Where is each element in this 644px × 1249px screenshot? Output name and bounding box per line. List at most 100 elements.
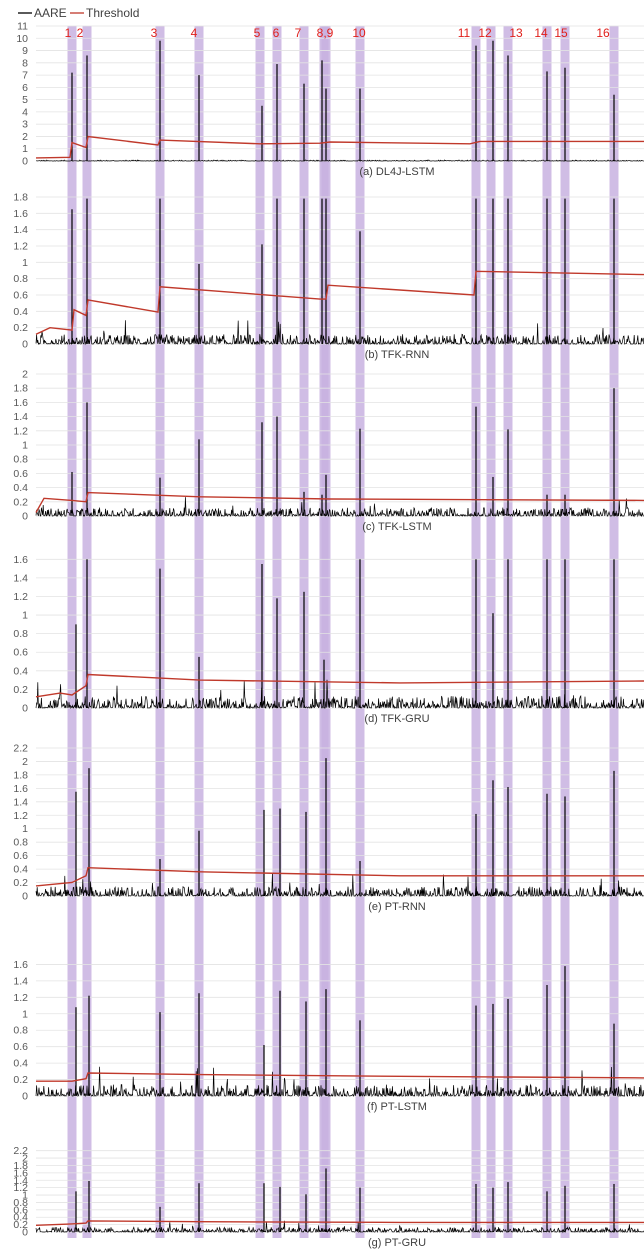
y-tick-label: 1.6 [13, 1167, 28, 1179]
aare-baseline [35, 497, 644, 518]
chart-panel-2: 0 0.2 0.4 0.6 0.8 1 1.2 1.4 1.6 1.8 2 (c) TFK-LSTM [13, 369, 644, 533]
anomaly-label: 10 [352, 26, 366, 40]
y-tick-label: 7 [22, 70, 28, 82]
y-tick-label: 0 [22, 1227, 28, 1239]
y-tick-label: 0 [22, 156, 28, 168]
y-tick-label: 0 [22, 891, 28, 903]
y-tick-label: 4 [22, 106, 28, 118]
y-tick-label: 3 [22, 119, 28, 131]
y-tick-label: 10 [16, 33, 28, 45]
y-tick-label: 0.6 [13, 468, 28, 480]
y-tick-label: 1.2 [13, 425, 28, 437]
y-tick-label: 1.2 [13, 810, 28, 822]
y-tick-label: 2.2 [13, 743, 28, 755]
y-tick-label: 1.2 [13, 241, 28, 253]
y-tick-label: 1.6 [13, 959, 28, 971]
aare-baseline [35, 1220, 644, 1234]
y-tick-label: 1.8 [13, 769, 28, 781]
threshold-line [35, 491, 644, 513]
y-tick-label: 11 [17, 21, 28, 33]
y-tick-label: 1.6 [13, 783, 28, 795]
y-tick-label: 1 [22, 440, 28, 452]
panel-caption: (g) PT-GRU [368, 1237, 426, 1249]
panel-caption: (e) PT-RNN [368, 901, 426, 913]
y-tick-label: 8 [22, 57, 28, 69]
y-tick-label: 2 [22, 369, 28, 381]
y-tick-label: 0.4 [13, 1212, 28, 1224]
anomaly-label: 12 [478, 26, 492, 40]
y-tick-label: 0.2 [13, 877, 28, 889]
anomaly-label: 8,9 [317, 26, 334, 40]
anomaly-label: 11 [458, 26, 471, 40]
aare-baseline [36, 159, 644, 162]
anomaly-bands [67, 26, 619, 1238]
threshold-line [35, 866, 644, 887]
aare-baseline [35, 873, 644, 898]
panel-caption: (a) DL4J-LSTM [359, 166, 434, 178]
chart-panel-4: 0 0.20.4 0.60.8 11.2 1.41.6 1.822.2 (e) PT-RNN [13, 743, 644, 913]
anomaly-label: 16 [596, 26, 610, 40]
y-tick-label: 1.6 [13, 397, 28, 409]
threshold-line [35, 1220, 644, 1226]
y-tick-label: 0.6 [13, 647, 28, 659]
y-tick-label: 1.4 [13, 224, 28, 236]
y-tick-label: 1.8 [13, 192, 28, 204]
panel-caption: (b) TFK-RNN [365, 349, 430, 361]
threshold-line [35, 135, 644, 159]
y-tick-label: 0.4 [13, 1058, 28, 1070]
chart-panel-6: 00.20.40.60.811.21.41.61.822.2 (g) PT-GRU [13, 1145, 644, 1249]
y-tick-label: 0.4 [13, 665, 28, 677]
y-tick-label: 0 [22, 339, 28, 351]
legend-aare-label: AARE [34, 6, 67, 20]
y-tick-label: 0.2 [13, 684, 28, 696]
y-tick-label: 0.8 [13, 628, 28, 640]
anomaly-label: 3 [151, 26, 158, 40]
y-tick-label: 0.8 [13, 837, 28, 849]
chart-panel-3: 0 0.2 0.4 0.6 0.8 1 1.2 1.4 1.6 (d) TFK-GRU [13, 554, 644, 725]
y-tick-label: 2 [22, 1153, 28, 1165]
anomaly-label: 14 [534, 26, 548, 40]
y-tick-label: 1 [22, 823, 28, 835]
threshold-line [35, 270, 644, 335]
y-tick-label: 0 [22, 703, 28, 715]
y-tick-label: 0.2 [13, 322, 28, 334]
anomaly-label: 7 [295, 26, 302, 40]
y-tick-label: 2 [22, 756, 28, 768]
y-tick-label: 1.4 [13, 572, 28, 584]
y-tick-label: 1.8 [13, 383, 28, 395]
legend: AARE Threshold [18, 6, 139, 20]
y-tick-label: 0.2 [13, 1074, 28, 1086]
y-tick-label: 1.2 [13, 1182, 28, 1194]
anomaly-label: 4 [191, 26, 198, 40]
y-tick-label: 1.4 [13, 411, 28, 423]
y-tick-label: 0.8 [13, 1197, 28, 1209]
y-tick-label: 1.6 [13, 554, 28, 566]
y-tick-label: 2 [22, 131, 28, 143]
y-tick-label: 0.6 [13, 850, 28, 862]
anomaly-band-4 [194, 26, 204, 1238]
panel-caption: (c) TFK-LSTM [362, 521, 431, 533]
y-tick-label: 0.2 [13, 496, 28, 508]
anomaly-label: 1 [65, 26, 72, 40]
y-tick-label: 0.8 [13, 1025, 28, 1037]
y-tick-label: 0 [22, 511, 28, 523]
anomaly-label: 2 [77, 26, 84, 40]
y-tick-label: 0.8 [13, 454, 28, 466]
panel-caption: (f) PT-LSTM [367, 1101, 427, 1113]
y-tick-label: 9 [22, 45, 28, 57]
y-tick-label: 2.2 [13, 1145, 28, 1157]
chart-panel-5: 0 0.2 0.4 0.6 0.8 1 1.2 1.4 1.6 (f) PT-LSTM [13, 959, 644, 1113]
anomaly-label-row: 1 2 3 4 5 6 7 8,9 10 11 12 13 14 15 16 [65, 26, 610, 40]
y-tick-label: 0.4 [13, 306, 28, 318]
y-tick-label: 0.4 [13, 482, 28, 494]
y-tick-label: 1 [22, 143, 28, 155]
y-tick-label: 1.6 [13, 208, 28, 220]
y-tick-label: 1.2 [13, 992, 28, 1004]
aare-baseline [35, 320, 644, 346]
y-tick-label: 1.4 [13, 975, 28, 987]
aare-baseline [35, 1066, 644, 1098]
y-tick-label: 0 [22, 1091, 28, 1103]
